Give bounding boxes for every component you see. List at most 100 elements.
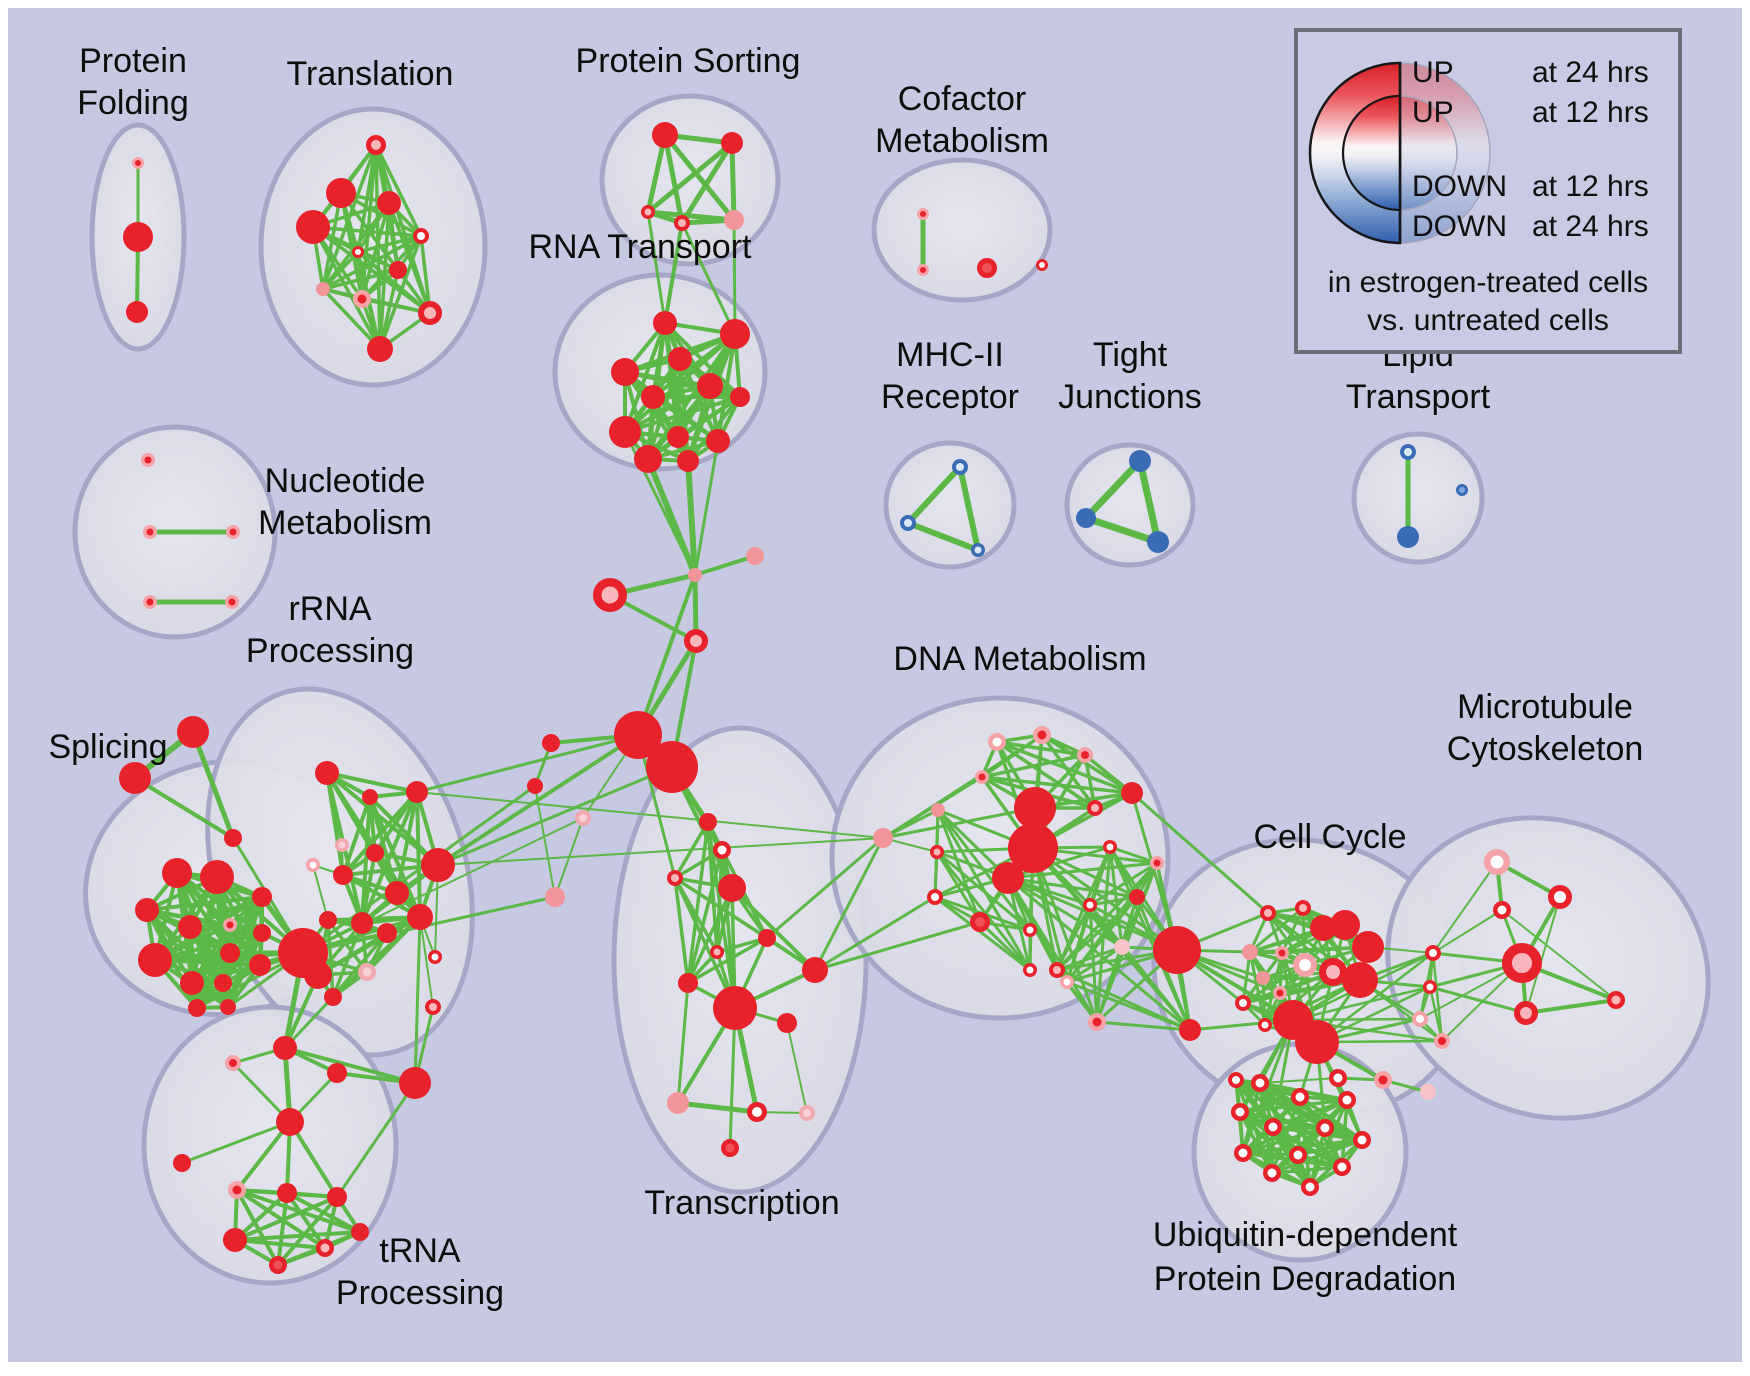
network-node-108[interactable] <box>699 813 717 831</box>
network-edge[interactable] <box>645 132 668 215</box>
network-edge[interactable] <box>786 1022 808 1114</box>
network-node-105[interactable] <box>316 1239 334 1257</box>
network-node-95[interactable] <box>273 1036 297 1060</box>
network-node-129[interactable] <box>931 803 945 817</box>
network-edge[interactable] <box>678 357 690 463</box>
network-edge[interactable] <box>680 221 737 336</box>
network-node-102[interactable] <box>277 1183 297 1203</box>
network-edge[interactable] <box>395 790 419 895</box>
network-edge[interactable] <box>813 895 937 972</box>
network-node-14[interactable] <box>652 122 678 148</box>
network-node-131[interactable] <box>1008 823 1058 873</box>
network-edge[interactable] <box>1065 945 1124 984</box>
network-node-49[interactable] <box>225 595 239 609</box>
network-node-3[interactable] <box>366 135 386 155</box>
network-node-159[interactable] <box>1273 986 1287 1000</box>
network-edge[interactable] <box>1108 845 1159 865</box>
network-node-69[interactable] <box>214 974 232 992</box>
network-node-164[interactable] <box>1425 945 1441 961</box>
network-node-135[interactable] <box>930 845 944 859</box>
network-edge[interactable] <box>436 765 674 867</box>
network-edge[interactable] <box>419 916 434 1008</box>
network-edge[interactable] <box>1136 457 1162 546</box>
network-node-18[interactable] <box>724 210 744 230</box>
network-node-23[interactable] <box>653 311 677 335</box>
network-node-80[interactable] <box>306 858 320 872</box>
network-node-52[interactable] <box>971 543 985 557</box>
network-node-71[interactable] <box>188 999 206 1017</box>
network-edge[interactable] <box>341 795 372 877</box>
network-edge[interactable] <box>233 1195 339 1242</box>
network-node-70[interactable] <box>249 954 271 976</box>
network-node-153[interactable] <box>1242 944 1258 960</box>
network-edge[interactable] <box>321 268 400 291</box>
network-edge[interactable] <box>387 201 432 315</box>
network-node-172[interactable] <box>1607 991 1625 1009</box>
network-node-68[interactable] <box>220 943 240 963</box>
network-node-0[interactable] <box>132 157 144 169</box>
network-edge[interactable] <box>1432 909 1503 954</box>
network-edge[interactable] <box>1130 791 1270 915</box>
network-edge[interactable] <box>1095 945 1124 1024</box>
network-node-77[interactable] <box>362 789 378 805</box>
network-node-11[interactable] <box>353 290 371 308</box>
network-node-75[interactable] <box>224 829 242 847</box>
network-node-42[interactable] <box>527 778 543 794</box>
network-node-174[interactable] <box>1374 1071 1392 1089</box>
network-node-56[interactable] <box>1400 444 1416 460</box>
network-node-59[interactable] <box>162 858 192 888</box>
network-edge[interactable] <box>935 850 1032 932</box>
network-node-8[interactable] <box>352 246 364 258</box>
network-node-113[interactable] <box>710 945 724 959</box>
network-node-166[interactable] <box>1412 1011 1428 1027</box>
network-edge[interactable] <box>356 234 423 254</box>
network-edge[interactable] <box>373 790 419 855</box>
network-node-165[interactable] <box>1423 980 1437 994</box>
network-node-20[interactable] <box>917 264 929 276</box>
network-node-185[interactable] <box>1289 1146 1307 1164</box>
network-edge[interactable] <box>646 210 667 325</box>
network-node-96[interactable] <box>225 1055 241 1071</box>
network-node-46[interactable] <box>143 525 157 539</box>
network-node-76[interactable] <box>315 761 339 785</box>
network-node-34[interactable] <box>677 450 699 472</box>
network-edge[interactable] <box>436 733 640 867</box>
network-node-58[interactable] <box>1456 484 1468 496</box>
network-edge[interactable] <box>1291 1017 1422 1022</box>
network-node-44[interactable] <box>545 887 565 907</box>
network-edge[interactable] <box>1234 1078 1344 1169</box>
network-edge[interactable] <box>651 395 720 443</box>
network-node-180[interactable] <box>1231 1103 1249 1121</box>
network-node-85[interactable] <box>351 912 373 934</box>
network-node-119[interactable] <box>747 1102 767 1122</box>
network-edge[interactable] <box>1431 951 1444 1043</box>
network-node-31[interactable] <box>667 426 689 448</box>
network-node-94[interactable] <box>425 999 441 1015</box>
network-edge[interactable] <box>676 981 690 1105</box>
network-node-2[interactable] <box>126 301 148 323</box>
network-edge[interactable] <box>233 1238 327 1250</box>
network-node-39[interactable] <box>614 711 662 759</box>
network-node-10[interactable] <box>316 282 330 296</box>
network-node-13[interactable] <box>367 336 393 362</box>
network-node-53[interactable] <box>1129 450 1151 472</box>
network-edge[interactable] <box>180 1120 292 1165</box>
network-edge[interactable] <box>1120 945 1192 1032</box>
network-node-176[interactable] <box>1329 1069 1347 1087</box>
network-node-133[interactable] <box>1103 840 1117 854</box>
network-node-177[interactable] <box>1251 1074 1269 1092</box>
network-node-170[interactable] <box>1493 901 1511 919</box>
network-node-47[interactable] <box>226 525 240 539</box>
network-node-167[interactable] <box>1434 1033 1450 1049</box>
network-node-54[interactable] <box>1076 508 1096 528</box>
network-node-173[interactable] <box>1514 1001 1538 1025</box>
network-edge[interactable] <box>1006 861 1159 880</box>
network-node-35[interactable] <box>688 568 702 582</box>
network-edge[interactable] <box>686 936 769 985</box>
network-node-138[interactable] <box>1083 898 1097 912</box>
network-node-186[interactable] <box>1333 1158 1351 1176</box>
network-node-101[interactable] <box>228 1181 246 1199</box>
network-node-169[interactable] <box>1548 885 1572 909</box>
network-edge[interactable] <box>636 573 697 737</box>
network-node-66[interactable] <box>138 943 172 977</box>
